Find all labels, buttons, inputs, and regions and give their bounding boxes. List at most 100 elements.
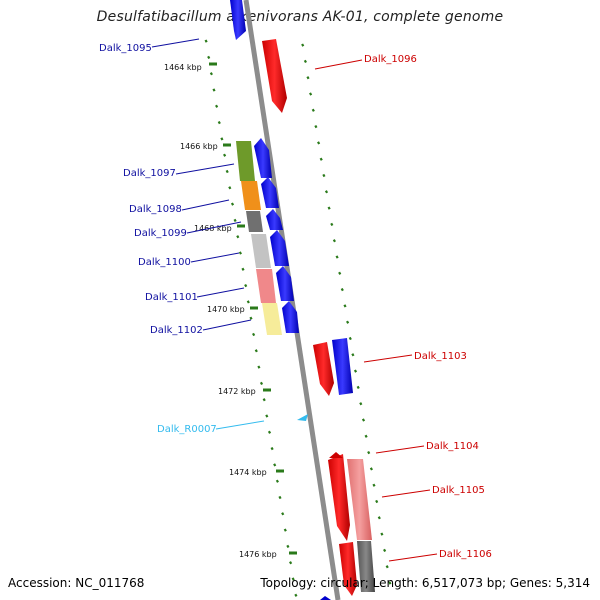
gene-label-dalk-1100[interactable]: Dalk_1100 — [138, 257, 191, 268]
gene-label-dalk-1103[interactable]: Dalk_1103 — [414, 351, 467, 362]
gene-label-dalk-1095[interactable]: Dalk_1095 — [99, 43, 152, 54]
minor-tick — [317, 141, 321, 145]
tick-track-left — [204, 39, 298, 597]
minor-tick — [209, 72, 213, 76]
accession-text: Accession: NC_011768 — [8, 576, 145, 590]
gene-arrow-dalk-1106[interactable] — [339, 542, 357, 596]
minor-tick — [364, 434, 368, 438]
gene-block-dalk-1105[interactable] — [347, 459, 372, 540]
minor-tick — [348, 336, 352, 341]
minor-tick — [322, 173, 326, 178]
gene-label-dalk-1104[interactable]: Dalk_1104 — [426, 441, 479, 452]
minor-tick — [369, 467, 373, 471]
minor-tick — [314, 124, 318, 129]
gene-label-dalk-1105[interactable]: Dalk_1105 — [432, 485, 485, 496]
minor-tick — [335, 255, 339, 259]
gene-block-dalk-1101[interactable] — [256, 269, 276, 303]
gene-block-dalk-1098[interactable] — [241, 181, 261, 210]
gene-block-dalk-1097[interactable] — [236, 141, 255, 181]
gene-arrow-dalk-1095[interactable] — [230, 0, 246, 40]
minor-tick — [238, 251, 242, 255]
gene-block-dalk-1102[interactable] — [262, 303, 282, 335]
minor-tick — [375, 499, 379, 504]
gene-label-dalk-1098[interactable]: Dalk_1098 — [129, 204, 182, 215]
minor-tick — [385, 565, 389, 569]
rna-marker-dalk-r0007[interactable] — [297, 414, 308, 421]
minor-tick — [254, 349, 258, 353]
page-title: Desulfatibacillum alkenivorans AK-01, co… — [96, 9, 504, 25]
minor-tick — [252, 332, 256, 337]
minor-tick — [346, 320, 350, 324]
kbp-label: 1468 kbp — [194, 224, 232, 233]
gene-label-dalk-r0007[interactable]: Dalk_R0007 — [157, 424, 217, 435]
minor-tick — [228, 186, 232, 190]
gene-arrow-dalk-1096[interactable] — [262, 39, 287, 113]
label-leaders — [151, 38, 438, 562]
gene-block-dalk-1100[interactable] — [251, 234, 271, 268]
gene-label-dalk-1102[interactable]: Dalk_1102 — [150, 325, 203, 336]
minor-tick — [241, 267, 245, 271]
minor-tick — [236, 235, 240, 239]
minor-tick — [257, 365, 261, 369]
minor-tick — [380, 532, 384, 536]
gene-labels: Dalk_1095 Dalk_1096 Dalk_1097 Dalk_1098 … — [99, 43, 492, 560]
minor-tick — [233, 218, 237, 223]
gene-arrow-dalk-1104[interactable] — [328, 454, 350, 541]
minor-tick — [319, 157, 323, 161]
minor-tick — [311, 108, 315, 112]
gene-arrow-dalk-1103[interactable] — [313, 342, 334, 396]
minor-tick — [327, 206, 331, 210]
kbp-label: 1474 kbp — [229, 468, 267, 477]
minor-tick — [278, 495, 282, 500]
minor-tick — [289, 561, 293, 565]
minor-tick — [217, 120, 221, 125]
minor-tick — [332, 239, 336, 243]
gene-block-dalk-1099[interactable] — [246, 211, 263, 232]
minor-tick — [338, 271, 342, 275]
minor-tick — [286, 544, 290, 549]
minor-tick — [283, 528, 287, 532]
gene-label-dalk-1106[interactable]: Dalk_1106 — [439, 549, 492, 560]
gene-label-dalk-1097[interactable]: Dalk_1097 — [123, 168, 176, 179]
gene-arrow-partial-bottom — [320, 596, 331, 600]
minor-tick — [330, 222, 334, 227]
minor-tick — [275, 479, 279, 483]
gene-arrow-dalk-1097[interactable] — [254, 138, 272, 178]
minor-tick — [249, 316, 253, 320]
gene-label-dalk-1101[interactable]: Dalk_1101 — [145, 292, 198, 303]
gene-arrow-dalk-1099[interactable] — [266, 209, 283, 230]
gene-block-dalk-1106-gray[interactable] — [357, 541, 375, 592]
kbp-labels: 1464 kbp 1466 kbp 1468 kbp 1470 kbp 1472… — [164, 63, 277, 559]
minor-tick — [343, 304, 347, 308]
kbp-label: 1472 kbp — [218, 387, 256, 396]
gene-arrow-dalk-1098[interactable] — [261, 177, 279, 208]
minor-tick — [207, 55, 211, 60]
minor-tick — [301, 43, 305, 47]
minor-tick — [215, 104, 219, 108]
minor-tick — [324, 190, 329, 194]
minor-tick — [225, 169, 229, 174]
minor-tick — [303, 59, 307, 64]
gene-arrow-dalk-1101[interactable] — [276, 266, 294, 301]
minor-tick — [267, 430, 272, 434]
gene-arrow-dalk-1102[interactable] — [282, 301, 299, 333]
gene-label-dalk-1099[interactable]: Dalk_1099 — [134, 228, 187, 239]
minor-tick — [212, 88, 216, 92]
minor-tick — [372, 483, 376, 487]
gene-features — [230, 0, 375, 600]
minor-tick — [230, 202, 235, 206]
minor-tick — [273, 463, 277, 467]
minor-tick — [306, 76, 310, 80]
gene-arrow-dalk-1100[interactable] — [270, 230, 289, 266]
minor-tick — [265, 414, 269, 418]
minor-tick — [388, 581, 392, 585]
gene-label-dalk-1096[interactable]: Dalk_1096 — [364, 54, 417, 65]
minor-tick — [351, 353, 355, 357]
kbp-label: 1470 kbp — [207, 305, 245, 314]
minor-tick — [383, 548, 387, 553]
minor-tick — [340, 287, 344, 292]
minor-tick — [294, 593, 298, 597]
gene-block-dalk-1103-blue[interactable] — [332, 338, 353, 395]
minor-tick — [281, 512, 285, 516]
